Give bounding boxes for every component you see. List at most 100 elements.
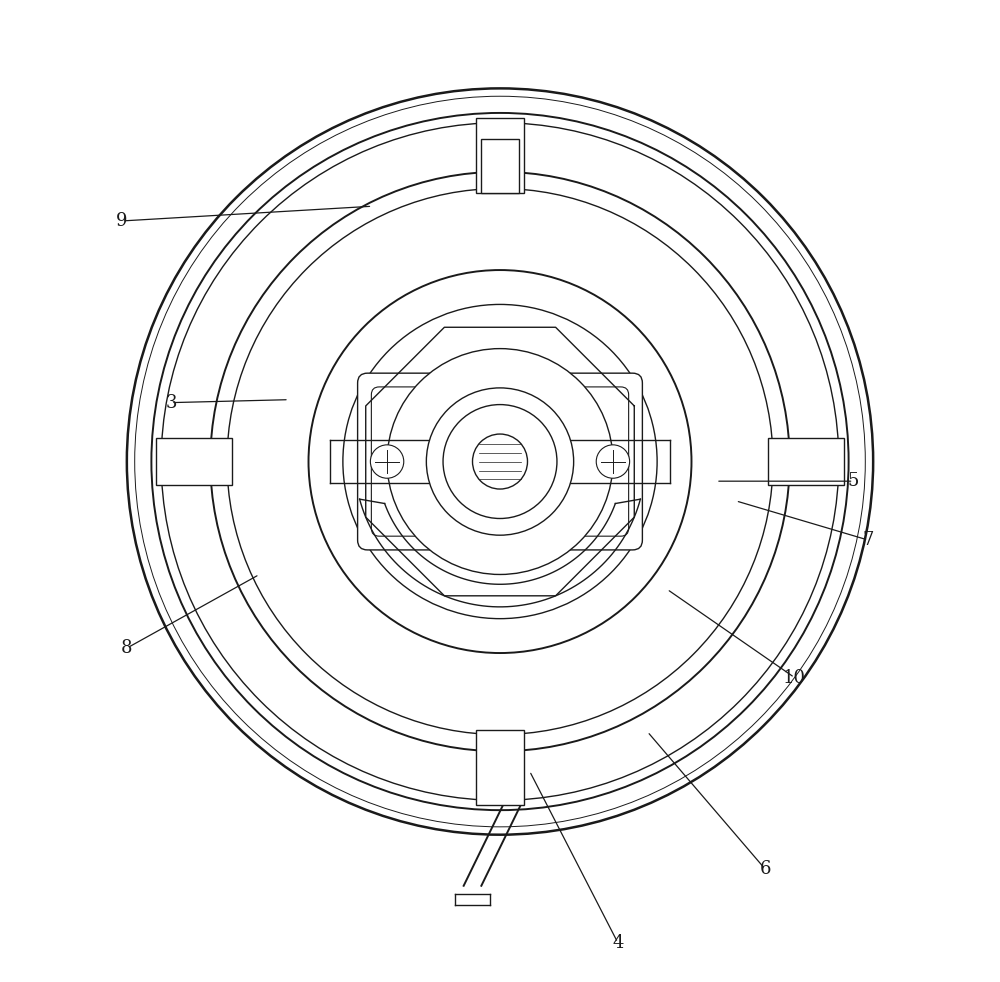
Point (180, 341, 196, 356)
Point (426, 724, 442, 739)
Point (670, 236, 686, 251)
Point (194, 396, 210, 411)
Point (396, 751, 412, 767)
Point (243, 661, 259, 677)
Point (234, 572, 250, 587)
Point (297, 200, 313, 216)
Point (416, 766, 432, 782)
Point (375, 177, 391, 192)
Point (204, 339, 220, 355)
Point (436, 178, 452, 193)
Point (299, 252, 315, 268)
Point (178, 368, 194, 384)
Point (348, 694, 364, 710)
Point (223, 270, 239, 286)
Point (349, 190, 365, 205)
Point (408, 134, 424, 149)
Point (675, 241, 691, 256)
Point (658, 681, 674, 696)
Point (196, 329, 212, 345)
Point (188, 394, 204, 409)
Point (632, 698, 648, 714)
Point (784, 338, 800, 354)
Point (688, 251, 704, 267)
Point (388, 190, 404, 205)
Point (768, 273, 784, 289)
Point (779, 363, 795, 379)
Point (727, 260, 743, 276)
Point (230, 292, 246, 307)
Point (626, 203, 642, 219)
Point (776, 580, 792, 596)
Point (187, 576, 203, 592)
Point (595, 193, 611, 209)
Point (421, 144, 437, 160)
Point (654, 680, 670, 695)
Point (208, 351, 224, 366)
Point (761, 541, 777, 557)
Point (590, 170, 606, 186)
Point (592, 145, 608, 161)
Point (726, 302, 742, 318)
Point (568, 725, 584, 740)
Point (783, 363, 799, 379)
Point (271, 631, 287, 647)
Point (286, 203, 302, 219)
Point (543, 729, 559, 744)
Point (361, 155, 377, 171)
Point (557, 766, 573, 782)
Point (281, 214, 297, 230)
Point (647, 173, 663, 189)
Point (695, 700, 711, 716)
Point (238, 329, 254, 345)
Point (593, 188, 609, 203)
Point (679, 243, 695, 258)
Point (416, 724, 432, 739)
Point (609, 730, 625, 745)
Point (251, 682, 267, 698)
Point (427, 728, 443, 743)
Point (417, 770, 433, 786)
Point (712, 276, 728, 292)
Point (439, 175, 455, 191)
Point (319, 701, 335, 717)
Point (177, 517, 193, 532)
Point (183, 577, 199, 593)
Point (436, 733, 452, 748)
Point (620, 729, 636, 744)
Point (757, 613, 773, 628)
Point (229, 552, 245, 568)
Point (194, 570, 210, 585)
Point (254, 262, 270, 278)
Point (646, 217, 662, 233)
Point (599, 170, 615, 186)
Point (352, 747, 368, 763)
Point (241, 585, 257, 601)
Point (699, 645, 715, 661)
Point (269, 284, 285, 300)
Point (309, 689, 325, 705)
Point (625, 745, 641, 761)
Point (274, 634, 290, 650)
Point (253, 596, 269, 612)
Point (163, 396, 179, 411)
Point (716, 669, 732, 684)
Point (366, 705, 382, 721)
Point (264, 680, 280, 695)
Point (709, 279, 725, 295)
Point (593, 715, 609, 731)
Point (191, 544, 207, 560)
Point (679, 663, 695, 679)
Point (785, 300, 801, 316)
Point (770, 614, 786, 629)
Point (220, 602, 236, 618)
Point (301, 244, 317, 259)
Point (742, 253, 758, 269)
Point (755, 303, 771, 319)
Point (256, 230, 272, 246)
Point (387, 194, 403, 210)
Point (744, 337, 760, 353)
Point (612, 170, 628, 186)
Point (639, 191, 655, 207)
Point (303, 212, 319, 228)
